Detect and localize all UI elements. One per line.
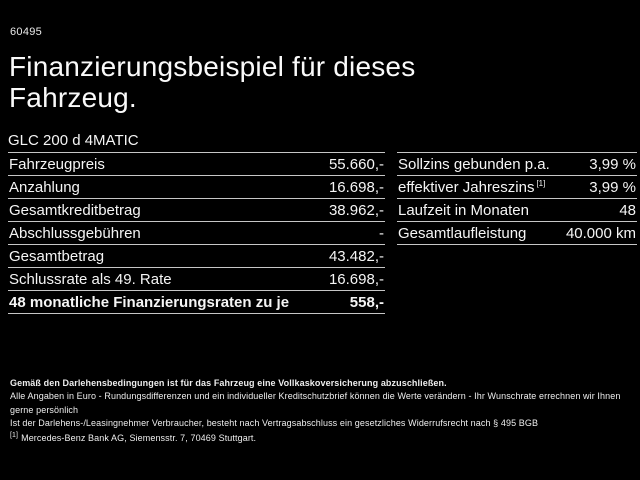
- table-row: Gesamtbetrag 43.482,-: [8, 245, 385, 268]
- row-value: 55.660,-: [328, 155, 384, 173]
- row-value: 558,-: [349, 293, 384, 311]
- row-value: 3,99 %: [589, 155, 636, 173]
- table-row: Schlussrate als 49. Rate 16.698,-: [8, 268, 385, 291]
- conditions-table: Sollzins gebunden p.a. 3,99 % effektiver…: [397, 152, 637, 245]
- table-row: Fahrzeugpreis 55.660,-: [8, 153, 385, 176]
- row-value: 43.482,-: [328, 247, 384, 265]
- row-value: 16.698,-: [328, 178, 384, 196]
- row-value: 3,99 %: [589, 178, 636, 196]
- row-label: Gesamtkreditbetrag: [9, 201, 141, 219]
- table-row: Sollzins gebunden p.a. 3,99 %: [397, 153, 637, 176]
- row-label: effektiver Jahreszins [1]: [398, 179, 545, 196]
- row-label: Sollzins gebunden p.a.: [398, 156, 552, 173]
- table-row: Anzahlung 16.698,-: [8, 176, 385, 199]
- stock-number: 60495: [10, 26, 43, 38]
- table-row: Gesamtlaufleistung 40.000 km: [397, 222, 637, 245]
- row-label-text: Gesamtlaufleistung: [398, 224, 527, 242]
- vehicle-model-name: GLC 200 d 4MATIC: [8, 132, 139, 149]
- table-row: 48 monatliche Finanzierungsraten zu je 5…: [8, 291, 385, 314]
- table-row: Gesamtkreditbetrag 38.962,-: [8, 199, 385, 222]
- row-label: Fahrzeugpreis: [9, 155, 105, 173]
- row-label-text: effektiver Jahreszins: [398, 178, 535, 196]
- row-label-text: Sollzins gebunden p.a.: [398, 155, 550, 173]
- footnote-withdrawal: Ist der Darlehens-/Leasingnehmer Verbrau…: [10, 418, 539, 429]
- footnote-marker: [1]: [536, 178, 546, 188]
- row-value: 16.698,-: [328, 270, 384, 288]
- row-value: 48: [619, 201, 636, 219]
- legal-footnotes: Gemäß den Darlehensbedingungen ist für d…: [10, 377, 634, 445]
- row-label: Schlussrate als 49. Rate: [9, 270, 172, 288]
- row-label: Laufzeit in Monaten: [398, 202, 531, 219]
- row-value: 40.000 km: [565, 224, 636, 242]
- footnote-marker: [1]: [10, 431, 19, 439]
- footnote-insurance: Gemäß den Darlehensbedingungen ist für d…: [10, 378, 447, 388]
- row-value: -: [379, 224, 384, 242]
- financing-table: Fahrzeugpreis 55.660,- Anzahlung 16.698,…: [8, 152, 385, 314]
- row-label: Anzahlung: [9, 178, 80, 196]
- row-label: Gesamtlaufleistung: [398, 225, 528, 242]
- page-title: Finanzierungsbeispiel für dieses Fahrzeu…: [9, 51, 415, 113]
- footnote-bank: [1] Mercedes-Benz Bank AG, Siemensstr. 7,…: [10, 432, 634, 445]
- footnote-bank-text: Mercedes-Benz Bank AG, Siemensstr. 7, 70…: [21, 432, 257, 443]
- row-value: 38.962,-: [328, 201, 384, 219]
- row-label: Abschlussgebühren: [9, 224, 141, 242]
- row-label: 48 monatliche Finanzierungsraten zu je: [9, 293, 290, 311]
- table-row: Abschlussgebühren -: [8, 222, 385, 245]
- footnote-disclaimer: Alle Angaben in Euro - Rundungsdifferenz…: [10, 391, 621, 415]
- page-title-line2: Fahrzeug.: [9, 82, 137, 113]
- row-label-text: Laufzeit in Monaten: [398, 201, 529, 219]
- table-row: Laufzeit in Monaten 48: [397, 199, 637, 222]
- row-label: Gesamtbetrag: [9, 247, 105, 265]
- table-row: effektiver Jahreszins [1] 3,99 %: [397, 176, 637, 199]
- page-title-line1: Finanzierungsbeispiel für dieses: [9, 51, 416, 82]
